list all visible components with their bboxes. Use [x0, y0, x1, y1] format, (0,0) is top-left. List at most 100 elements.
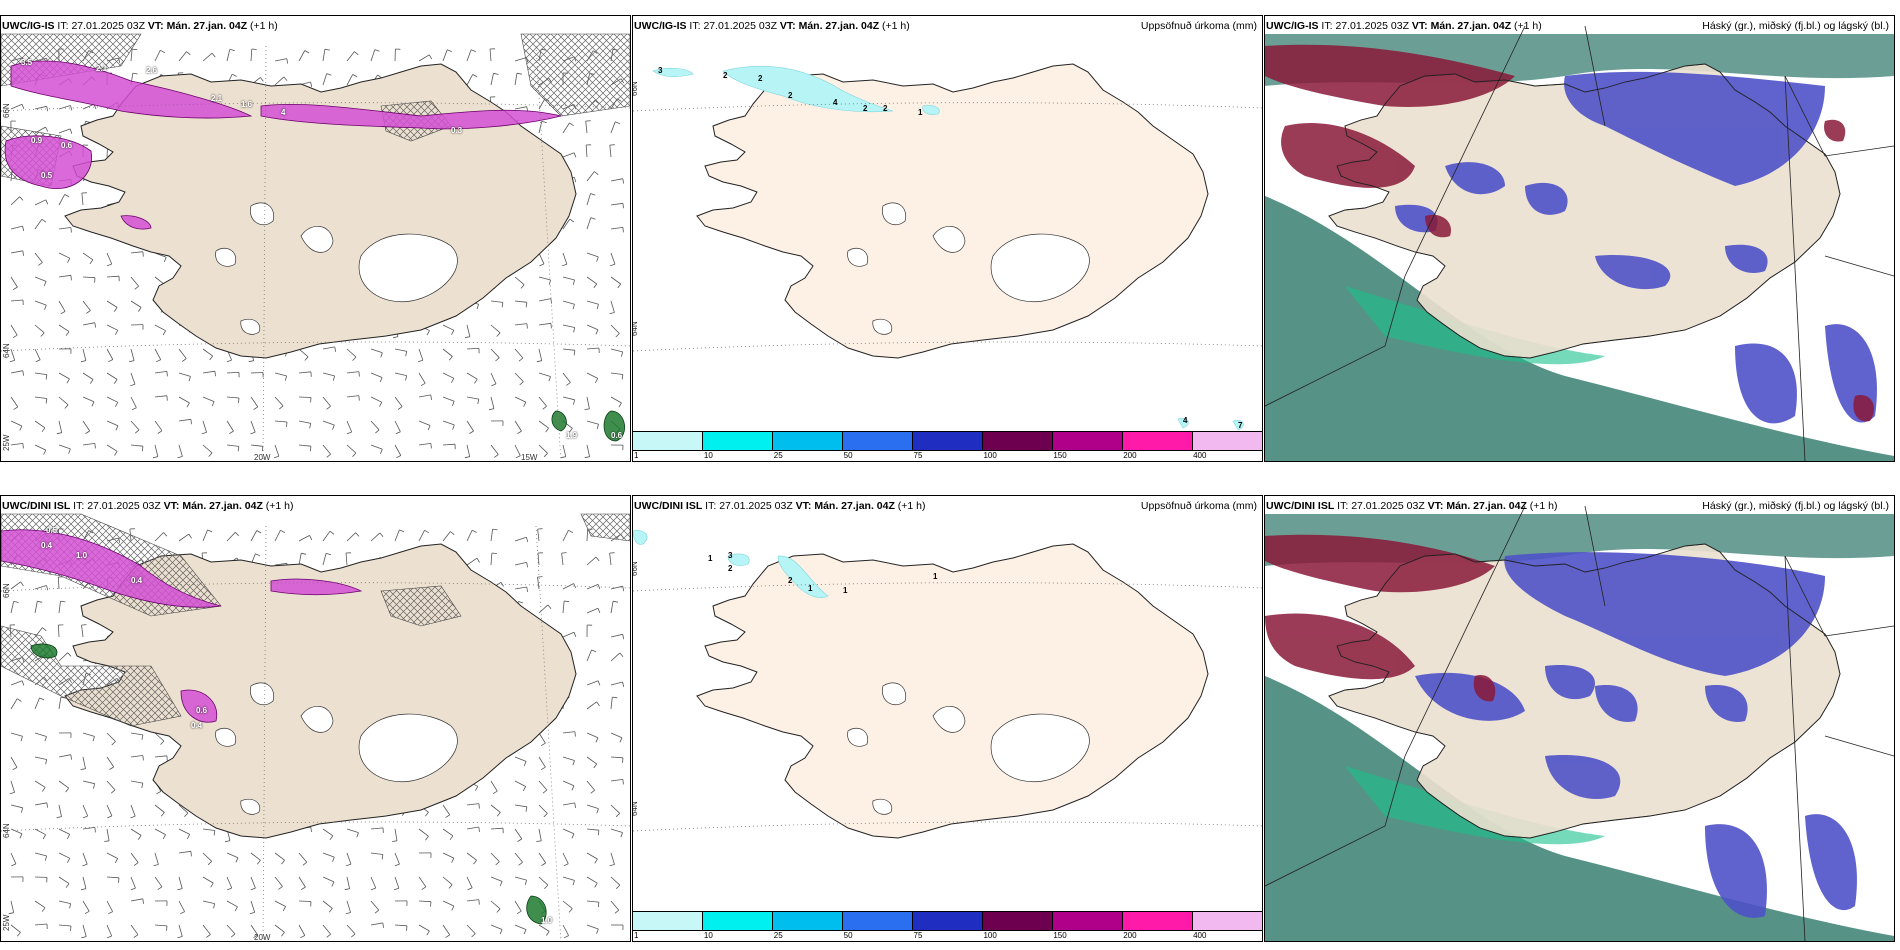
value-label: 2 — [758, 74, 763, 83]
lat-label-64: 64N — [632, 801, 639, 816]
colorbar-label: 75 — [913, 451, 923, 460]
colorbar-segment — [1193, 432, 1262, 450]
lat-label-64: 64N — [632, 321, 639, 336]
colorbar-label: 50 — [843, 931, 853, 940]
boundary-lines — [1265, 505, 1894, 941]
model-name: UWC/DINI ISL — [1266, 500, 1335, 512]
colorbar-label: 75 — [913, 931, 923, 940]
lon-label-20: 20W — [254, 453, 271, 462]
colorbar-segment — [983, 432, 1053, 450]
value-label: 4 — [833, 98, 838, 107]
it-label: IT: — [705, 500, 717, 512]
value-label: 1.9 — [566, 431, 578, 440]
lat-label-66: 66N — [2, 583, 11, 598]
colorbar-label: 400 — [1193, 931, 1207, 940]
panel-header: UWC/IG-IS IT: 27.01.2025 03Z VT: Mán. 27… — [634, 20, 910, 32]
value-label: 1 — [843, 586, 848, 595]
it-label: IT: — [689, 20, 701, 32]
value-label: 0.3 — [451, 126, 463, 135]
panel-header: UWC/DINI ISL IT: 27.01.2025 03Z VT: Mán.… — [1266, 500, 1558, 512]
cloud-map — [1265, 496, 1894, 941]
value-label: 3 — [658, 66, 663, 75]
forecast-offset: (+1 h) — [882, 20, 910, 32]
panel-right-title: Uppsöfnuð úrkoma (mm) — [1140, 500, 1257, 512]
value-label: 1.6 — [241, 100, 253, 109]
colorbar-segment — [633, 432, 703, 450]
value-label: 3.5 — [21, 58, 33, 67]
panel-header: UWC/DINI ISL IT: 27.01.2025 03Z VT: Mán.… — [634, 500, 926, 512]
precip-map — [633, 530, 1262, 839]
colorbar-segment — [983, 912, 1053, 930]
colorbar-segment — [633, 912, 703, 930]
it-value: 27.01.2025 03Z — [1335, 20, 1409, 32]
colorbar-segment — [773, 912, 843, 930]
precip-colorbar — [633, 911, 1262, 931]
colorbar-segment — [1053, 432, 1123, 450]
colorbar-segment — [913, 912, 983, 930]
wind-map — [1, 33, 630, 461]
vt-label: VT: — [795, 500, 812, 512]
panel-ig-wind: 3.5 2.1 2.6 2.1 1.6 0.9 0.6 0.5 4 0.3 1.9 0.6 66N 64N… — [0, 15, 631, 462]
colorbar-label: 150 — [1053, 451, 1067, 460]
value-label: 1 — [708, 554, 713, 563]
model-name: UWC/IG-IS — [2, 20, 55, 32]
value-label: 1 — [933, 572, 938, 581]
graticule — [1, 45, 630, 461]
colorbar-labels: 1 10 25 50 75 100 150 200 400 — [633, 931, 1262, 941]
cloud-map — [1265, 16, 1894, 461]
colorbar-segment — [773, 432, 843, 450]
colorbar-label: 200 — [1123, 451, 1137, 460]
it-value: 27.01.2025 03Z — [719, 500, 793, 512]
low-cloud — [1265, 44, 1875, 422]
lat-label-64: 64N — [2, 823, 11, 838]
it-label: IT: — [1321, 20, 1333, 32]
colorbar-segment — [1123, 432, 1193, 450]
panel-header: UWC/IG-IS IT: 27.01.2025 03Z VT: Mán. 27… — [1266, 20, 1542, 32]
value-label: 0.6 — [611, 431, 623, 440]
value-label: 4 — [1183, 416, 1188, 425]
vt-label: VT: — [1427, 500, 1444, 512]
iceland-landmass — [696, 543, 1209, 839]
it-value: 27.01.2025 03Z — [71, 20, 145, 32]
colorbar-segment — [843, 912, 913, 930]
forecast-offset: (+1 h) — [897, 500, 926, 512]
value-label: 2 — [723, 71, 728, 80]
value-label: 0.6 — [61, 141, 73, 150]
precip-areas — [633, 530, 829, 598]
value-label: 4 — [281, 108, 286, 117]
colorbar-segment — [703, 432, 773, 450]
model-name: UWC/IG-IS — [1266, 20, 1319, 32]
colorbar-label: 10 — [703, 931, 713, 940]
lat-label-66: 66N — [632, 561, 639, 576]
value-label: 2 — [863, 104, 868, 113]
colorbar-labels: 1 10 25 50 75 100 150 200 400 — [633, 451, 1262, 461]
it-label: IT: — [73, 500, 85, 512]
lon-label-25: 25W — [2, 434, 11, 451]
precip-areas — [652, 65, 1244, 431]
vt-value: Mán. 27.jan. 04Z — [798, 20, 880, 32]
graticule — [633, 102, 1262, 352]
value-label: 2.1 — [211, 94, 223, 103]
colorbar-segment — [1123, 912, 1193, 930]
value-label: 1 — [918, 108, 923, 117]
panel-right-title: Háský (gr.), miðský (fj.bl.) og lágský (… — [1702, 500, 1889, 512]
colorbar-label: 150 — [1053, 931, 1067, 940]
it-value: 27.01.2025 03Z — [1351, 500, 1425, 512]
value-label: 0.9 — [31, 136, 43, 145]
lat-label-66: 66N — [632, 81, 639, 96]
lon-label-15: 15W — [521, 453, 538, 462]
value-label: 0.4 — [131, 576, 143, 585]
value-label: 3 — [728, 551, 733, 560]
it-label: IT: — [57, 20, 69, 32]
vt-value: Mán. 27.jan. 04Z — [814, 500, 895, 512]
colorbar-label: 25 — [773, 931, 783, 940]
colorbar-label: 100 — [983, 451, 997, 460]
iceland-landmass — [696, 63, 1209, 359]
boundary-lines — [1265, 25, 1894, 461]
vt-label: VT: — [779, 20, 796, 32]
value-label: 2 — [788, 91, 793, 100]
lat-label-64: 64N — [2, 343, 11, 358]
mid-cloud — [1415, 552, 1857, 918]
vt-value: Mán. 27.jan. 04Z — [1430, 20, 1512, 32]
forecast-offset: (+1 h) — [250, 20, 278, 32]
